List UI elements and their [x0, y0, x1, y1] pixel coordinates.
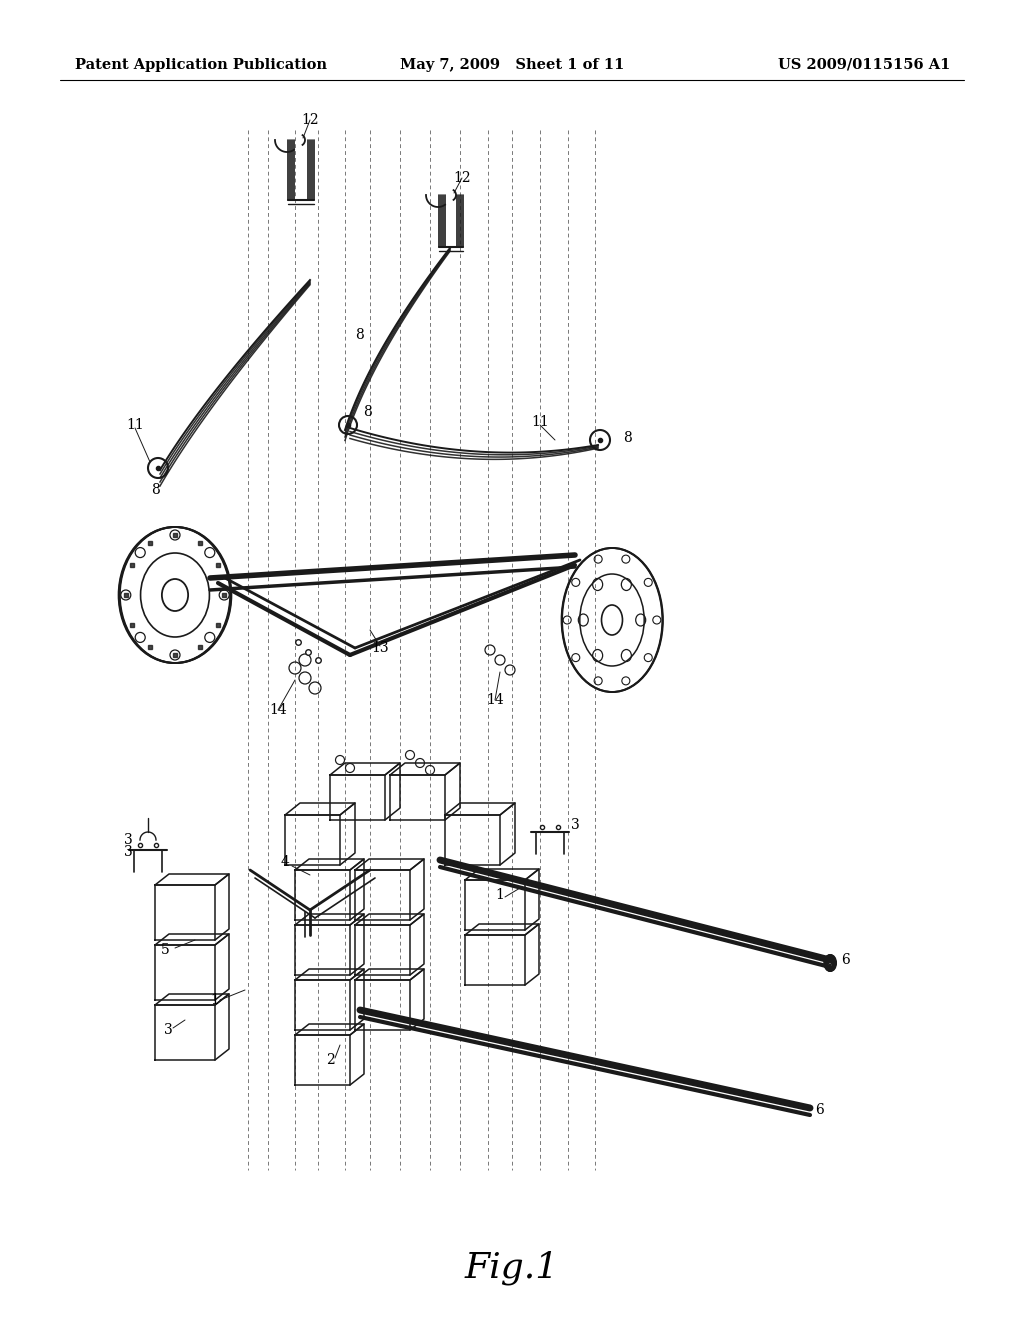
Text: Patent Application Publication: Patent Application Publication	[75, 58, 327, 73]
Text: 1: 1	[496, 888, 505, 902]
Text: 3: 3	[124, 845, 132, 859]
Text: 6: 6	[841, 953, 849, 968]
Text: 11: 11	[531, 414, 549, 429]
Text: 8: 8	[355, 327, 365, 342]
Text: 12: 12	[301, 114, 318, 127]
Text: 13: 13	[371, 642, 389, 655]
Text: 2: 2	[326, 1053, 335, 1067]
Text: 14: 14	[269, 704, 287, 717]
Text: 3: 3	[570, 818, 580, 832]
Text: 11: 11	[126, 418, 144, 432]
Text: 5: 5	[161, 942, 169, 957]
Text: 6: 6	[816, 1104, 824, 1117]
Text: 14: 14	[486, 693, 504, 708]
Text: 3: 3	[164, 1023, 172, 1038]
Text: 8: 8	[151, 483, 160, 498]
Text: US 2009/0115156 A1: US 2009/0115156 A1	[777, 58, 950, 73]
Text: May 7, 2009   Sheet 1 of 11: May 7, 2009 Sheet 1 of 11	[399, 58, 625, 73]
Text: 8: 8	[364, 405, 373, 418]
Text: 1: 1	[211, 993, 219, 1007]
Text: 12: 12	[454, 172, 471, 185]
Text: 4: 4	[281, 855, 290, 869]
Text: 3: 3	[124, 833, 132, 847]
Text: 8: 8	[624, 432, 633, 445]
Text: Fig.1: Fig.1	[465, 1251, 559, 1286]
